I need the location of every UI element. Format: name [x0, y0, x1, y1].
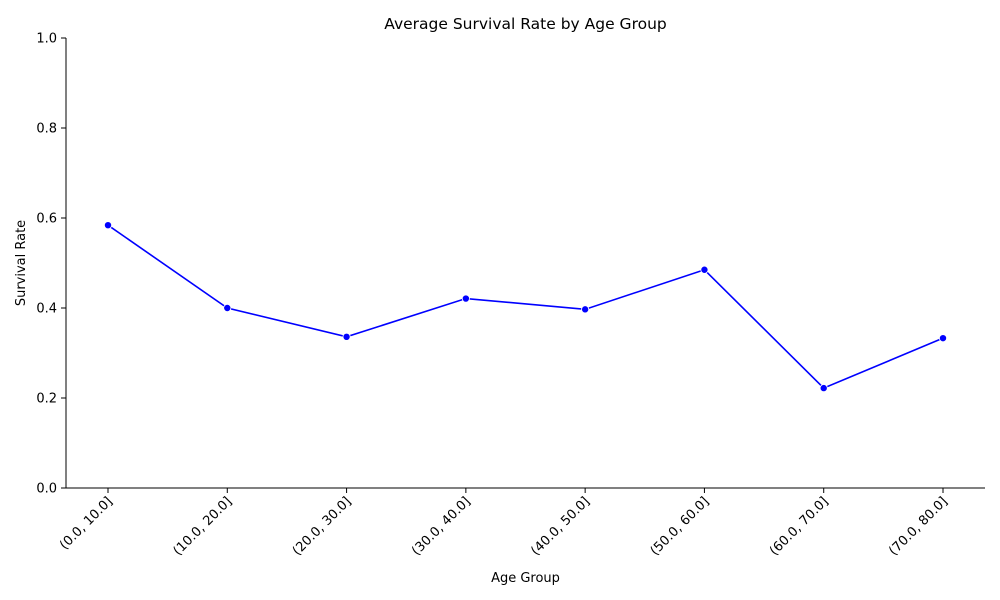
y-tick-label: 0.8	[36, 122, 57, 137]
x-tick-label: (60.0, 70.0]	[767, 494, 832, 559]
data-point	[581, 305, 590, 314]
data-point	[223, 303, 232, 312]
data-point	[700, 265, 709, 274]
x-tick-label: (10.0, 20.0]	[171, 494, 236, 559]
y-tick-label: 0.2	[36, 392, 57, 407]
x-tick-label: (50.0, 60.0]	[648, 494, 713, 559]
y-axis-title: Survival Rate	[14, 220, 29, 306]
data-point	[819, 384, 828, 393]
series-markers	[104, 221, 948, 393]
x-tick-label: (0.0, 10.0]	[57, 494, 116, 553]
y-tick-label: 0.6	[36, 212, 57, 227]
x-tick-label: (70.0, 80.0]	[886, 494, 951, 559]
x-axis-title: Age Group	[491, 571, 560, 586]
y-tick-label: 0.0	[36, 482, 57, 497]
data-point	[939, 334, 948, 343]
data-point	[104, 221, 113, 230]
x-tick-label: (20.0, 30.0]	[290, 494, 355, 559]
y-tick-label: 1.0	[36, 32, 57, 47]
x-ticks: (0.0, 10.0] (10.0, 20.0] (20.0, 30.0] (30.0…	[57, 488, 951, 559]
y-tick-label: 0.4	[36, 302, 57, 317]
axes	[65, 38, 985, 489]
data-point	[342, 332, 351, 341]
x-tick-label: (40.0, 50.0]	[528, 494, 593, 559]
x-tick-label: (30.0, 40.0]	[409, 494, 474, 559]
data-point	[461, 294, 470, 303]
chart-title: Average Survival Rate by Age Group	[384, 15, 667, 33]
series-line	[107, 224, 944, 390]
y-ticks: 0.0 0.2 0.4 0.6 0.8 1.0	[36, 32, 66, 497]
